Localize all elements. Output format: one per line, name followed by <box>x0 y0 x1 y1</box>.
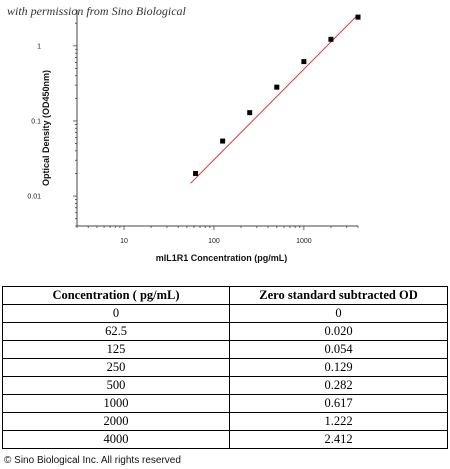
data-point <box>355 14 361 20</box>
concentration-cell: 1000 <box>2 394 230 413</box>
data-point <box>193 170 199 176</box>
x-tick-label: 10 <box>120 238 128 245</box>
od-cell: 1.222 <box>229 412 448 431</box>
concentration-cell: 0 <box>2 304 230 323</box>
od-cell: 0.617 <box>229 394 448 413</box>
y-axis-title: Optical Density (OD450nm) <box>41 70 51 186</box>
column-header-od: Zero standard subtracted OD <box>229 286 448 305</box>
table-header-row: Concentration ( pg/mL) Zero standard sub… <box>2 286 448 305</box>
od-cell: 0.054 <box>229 340 448 359</box>
data-point <box>247 110 253 116</box>
permission-watermark: with permission from Sino Biological <box>7 4 186 18</box>
y-tick-label: 0.1 <box>31 118 41 125</box>
table-row: 125 0.054 <box>2 340 448 359</box>
standard-curve-chart: 0.01 0.1 1 10 100 1000 mIL1R1 Concentration (p… <box>27 9 361 263</box>
x-axis-title: mIL1R1 Concentration (pg/mL) <box>156 253 288 263</box>
table-row: 1000 0.617 <box>2 394 448 413</box>
table-row: 4000 2.412 <box>2 430 448 449</box>
table-row: 500 0.282 <box>2 376 448 395</box>
od-cell: 0.129 <box>229 358 448 377</box>
concentration-cell: 500 <box>2 376 230 395</box>
data-point <box>328 36 334 42</box>
table-row: 62.5 0.020 <box>2 322 448 341</box>
copyright-notice: © Sino Biological Inc. All rights reserv… <box>4 455 181 466</box>
od-cell: 2.412 <box>229 430 448 449</box>
data-point <box>301 59 307 65</box>
data-point <box>220 138 226 144</box>
od-cell: 0.282 <box>229 376 448 395</box>
fit-curve <box>190 14 359 184</box>
standard-data-table: Concentration ( pg/mL) Zero standard sub… <box>2 286 448 449</box>
od-cell: 0 <box>229 304 448 323</box>
concentration-cell: 125 <box>2 340 230 359</box>
concentration-cell: 2000 <box>2 412 230 431</box>
x-tick-label: 100 <box>208 238 220 245</box>
table-row: 250 0.129 <box>2 358 448 377</box>
concentration-cell: 62.5 <box>2 322 230 341</box>
y-tick-label: 1 <box>37 43 41 50</box>
data-point <box>274 84 280 90</box>
column-header-concentration: Concentration ( pg/mL) <box>2 286 230 305</box>
table-row: 2000 1.222 <box>2 412 448 431</box>
concentration-cell: 4000 <box>2 430 230 449</box>
concentration-cell: 250 <box>2 358 230 377</box>
y-tick-label: 0.01 <box>27 194 41 201</box>
x-tick-label: 1000 <box>296 238 312 245</box>
od-cell: 0.020 <box>229 322 448 341</box>
